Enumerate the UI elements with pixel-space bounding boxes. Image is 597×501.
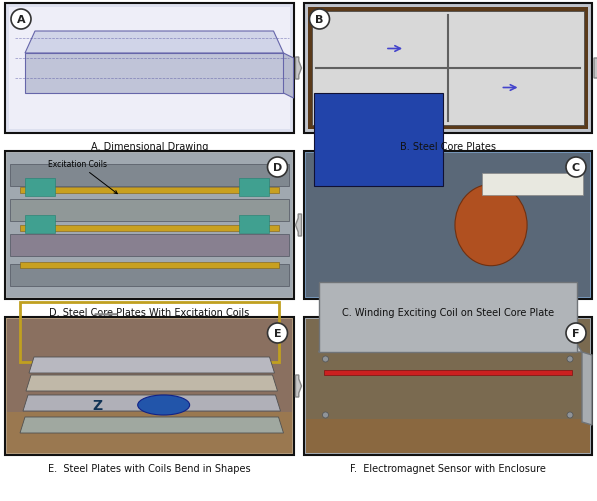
Circle shape [309, 10, 330, 30]
Polygon shape [25, 32, 284, 54]
Circle shape [267, 158, 288, 178]
Text: Excitation Coils: Excitation Coils [48, 160, 118, 194]
Bar [303, 152, 592, 300]
Polygon shape [23, 395, 281, 411]
Polygon shape [582, 352, 592, 425]
Ellipse shape [138, 395, 190, 415]
Text: C: C [572, 163, 580, 173]
Polygon shape [594, 59, 597, 225]
Bar [7, 412, 291, 453]
Polygon shape [95, 314, 117, 315]
Bar [5, 4, 294, 134]
Polygon shape [296, 214, 301, 236]
Bar [303, 317, 592, 455]
Bar [238, 179, 269, 196]
Bar [313, 94, 444, 187]
Text: E: E [273, 328, 281, 338]
Circle shape [567, 412, 573, 418]
Bar [20, 303, 278, 362]
Ellipse shape [455, 185, 527, 266]
Circle shape [322, 412, 328, 418]
Bar [324, 370, 572, 375]
Text: E.  Steel Plates with Coils Bend in Shapes: E. Steel Plates with Coils Bend in Shape… [48, 463, 251, 473]
Polygon shape [296, 58, 301, 80]
Bar [306, 154, 590, 298]
Bar [319, 283, 577, 352]
Text: F.  Electromagnet Sensor with Enclosure: F. Electromagnet Sensor with Enclosure [350, 463, 546, 473]
Bar [482, 174, 583, 196]
Circle shape [567, 356, 573, 362]
Polygon shape [26, 375, 278, 391]
Bar [20, 188, 278, 193]
Bar [10, 234, 288, 257]
Bar [9, 8, 290, 130]
Polygon shape [319, 337, 582, 352]
Circle shape [566, 323, 586, 343]
Bar [303, 4, 592, 134]
Text: B: B [315, 15, 324, 25]
Text: A. Dimensional Drawing: A. Dimensional Drawing [91, 142, 208, 152]
Text: C. Winding Exciting Coil on Steel Core Plate: C. Winding Exciting Coil on Steel Core P… [341, 308, 554, 317]
Bar [312, 12, 584, 126]
Circle shape [11, 10, 31, 30]
Bar [7, 154, 291, 298]
Text: D: D [273, 163, 282, 173]
Text: F: F [573, 328, 580, 338]
Polygon shape [284, 54, 294, 99]
Bar [306, 419, 590, 453]
Polygon shape [296, 375, 301, 397]
Bar [238, 215, 269, 233]
Bar [10, 199, 288, 221]
Circle shape [322, 356, 328, 362]
Bar [7, 319, 291, 453]
Polygon shape [25, 54, 284, 94]
Polygon shape [20, 417, 284, 433]
Text: D. Steel Core Plates With Excitation Coils: D. Steel Core Plates With Excitation Coi… [49, 308, 250, 317]
Text: Z: Z [93, 398, 102, 412]
Bar [10, 165, 288, 187]
Circle shape [267, 323, 288, 343]
Bar [10, 265, 288, 287]
Bar [306, 319, 590, 453]
Bar [5, 317, 294, 455]
Bar [307, 8, 588, 130]
Bar [20, 263, 278, 269]
Bar [20, 225, 278, 231]
Text: B. Steel Core Plates: B. Steel Core Plates [400, 142, 496, 152]
Circle shape [566, 158, 586, 178]
Polygon shape [29, 357, 275, 373]
Bar [25, 215, 55, 233]
Bar [25, 179, 55, 196]
Bar [5, 152, 294, 300]
Text: A: A [17, 15, 25, 25]
